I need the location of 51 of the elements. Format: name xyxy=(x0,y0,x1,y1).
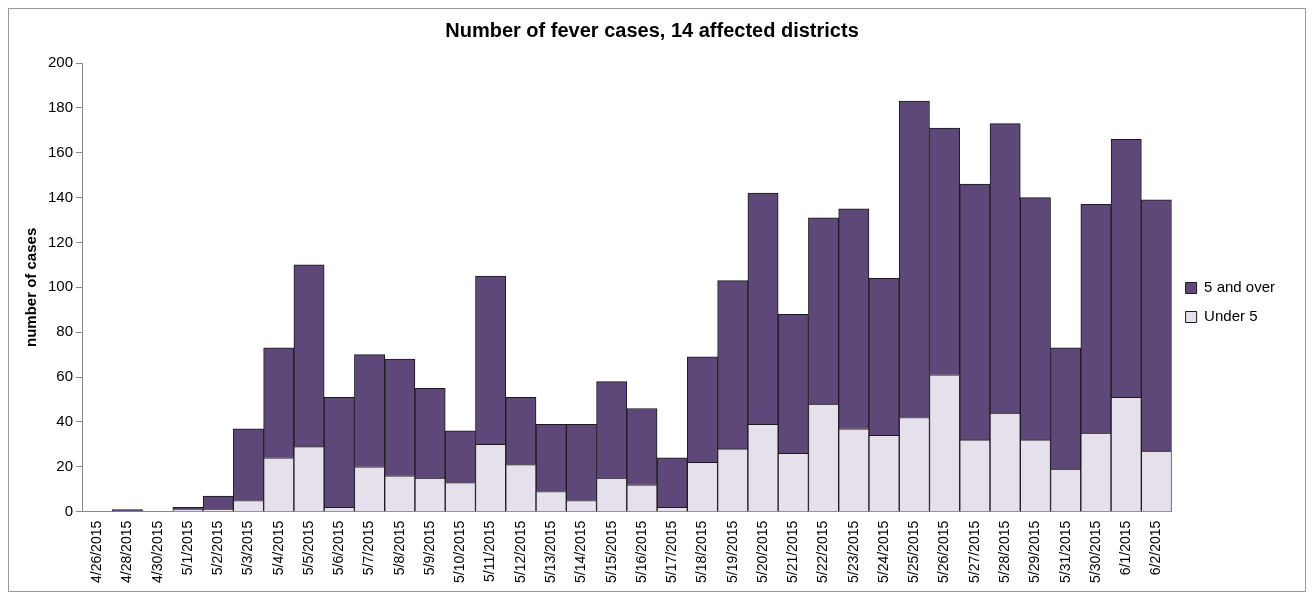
y-tick-label: 160 xyxy=(48,142,74,160)
x-tick-label: 5/29/2015 xyxy=(1026,520,1043,584)
x-tick-label: 5/24/2015 xyxy=(874,520,891,584)
x-tick-label: 6/1/2015 xyxy=(1117,520,1134,576)
x-tick-label: 5/25/2015 xyxy=(905,520,922,584)
y-tick-label: 140 xyxy=(48,187,74,205)
x-tick-label: 4/26/2015 xyxy=(88,520,105,584)
x-tick-label: 5/5/2015 xyxy=(299,520,316,576)
x-tick-label: 5/15/2015 xyxy=(602,520,619,584)
y-tick-label: 120 xyxy=(48,232,74,250)
x-tick-label: 5/3/2015 xyxy=(239,520,256,576)
x-tick-label: 5/31/2015 xyxy=(1056,520,1073,584)
x-tick-label: 5/2/2015 xyxy=(209,520,226,576)
x-tick-label: 6/2/2015 xyxy=(1147,520,1164,576)
x-tick-label: 5/16/2015 xyxy=(632,520,649,584)
y-tick-label: 40 xyxy=(56,412,74,430)
x-tick-label: 4/28/2015 xyxy=(118,520,135,584)
x-tick-label: 4/30/2015 xyxy=(148,520,165,584)
legend-label: Under 5 xyxy=(1204,307,1258,325)
x-tick-label: 5/12/2015 xyxy=(511,520,528,584)
y-tick-label: 60 xyxy=(56,367,74,385)
y-tick-label: 20 xyxy=(56,456,74,474)
x-tick-label: 5/30/2015 xyxy=(1086,520,1103,584)
y-tick-label: 200 xyxy=(48,53,74,71)
y-tick-label: 80 xyxy=(56,322,74,340)
x-tick-label: 5/18/2015 xyxy=(693,520,710,584)
legend-label: 5 and over xyxy=(1204,278,1276,296)
x-tick-label: 5/6/2015 xyxy=(330,520,347,576)
x-tick-label: 5/7/2015 xyxy=(360,520,377,576)
x-tick-label: 5/10/2015 xyxy=(451,520,468,584)
x-tick-label: 5/8/2015 xyxy=(390,520,407,576)
x-tick-label: 5/21/2015 xyxy=(784,520,801,584)
x-tick-label: 5/11/2015 xyxy=(481,520,498,582)
x-tick-label: 5/26/2015 xyxy=(935,520,952,584)
x-tick-label: 5/13/2015 xyxy=(542,520,559,584)
x-tick-label: 5/20/2015 xyxy=(753,520,770,584)
x-tick-label: 5/1/2015 xyxy=(178,520,195,576)
x-tick-label: 5/4/2015 xyxy=(269,520,286,576)
x-tick-label: 5/23/2015 xyxy=(844,520,861,584)
y-tick-label: 0 xyxy=(64,501,74,519)
x-tick-label: 5/14/2015 xyxy=(572,520,589,584)
x-tick-label: 5/22/2015 xyxy=(814,520,831,584)
x-tick-label: 5/17/2015 xyxy=(663,520,680,584)
y-axis-title: number of cases xyxy=(22,227,40,347)
chart-title: Number of fever cases, 14 affected districts xyxy=(445,18,859,41)
x-tick-label: 5/19/2015 xyxy=(723,520,740,584)
x-tick-label: 5/28/2015 xyxy=(996,520,1013,584)
x-tick-label: 5/9/2015 xyxy=(420,520,437,576)
y-tick-label: 100 xyxy=(48,277,74,295)
y-tick-label: 180 xyxy=(48,98,74,116)
x-tick-label: 5/27/2015 xyxy=(965,520,982,584)
